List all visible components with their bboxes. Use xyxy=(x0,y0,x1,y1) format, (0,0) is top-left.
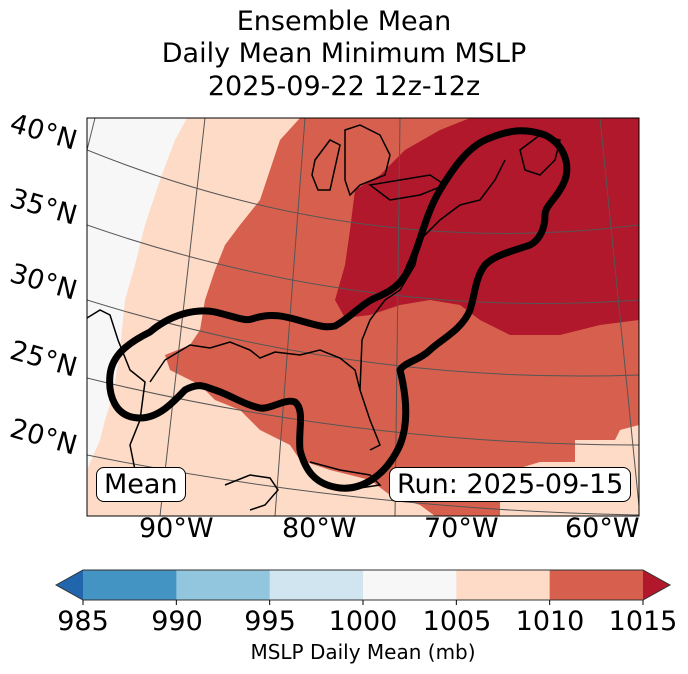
meridian-100 xyxy=(87,118,96,151)
colorbar-segment-1010-1015 xyxy=(549,570,644,600)
field-over-1015 xyxy=(335,118,639,335)
map-area xyxy=(87,118,639,516)
colorbar-tick-1015: 1015 xyxy=(608,606,678,637)
parallel-35 xyxy=(87,224,639,304)
parallel-25 xyxy=(87,377,639,446)
lon-label-60w: 60°W xyxy=(565,513,640,544)
colorbar-tick-1005: 1005 xyxy=(422,606,492,637)
lon-label-80w: 80°W xyxy=(282,513,357,544)
colorbar-segment-990-995 xyxy=(176,570,271,600)
title-line-2: Daily Mean Minimum MSLP xyxy=(161,38,527,69)
colorbar-tick-985: 985 xyxy=(57,606,109,637)
probability-contour xyxy=(106,127,571,492)
parallel-40 xyxy=(87,149,639,234)
meridian-60 xyxy=(599,118,639,512)
colorbar-segment-1000-1005 xyxy=(363,570,457,600)
colorbar-segment-1005-1010 xyxy=(456,570,551,600)
title-line-1: Ensemble Mean xyxy=(236,6,452,37)
colorbar-segment-985-990 xyxy=(83,570,177,600)
colorbar-over-arrow xyxy=(643,570,670,600)
title-line-3: 2025-09-22 12z-12z xyxy=(207,71,481,102)
colorbar xyxy=(54,569,672,605)
colorbar-segment-995-1000 xyxy=(269,570,364,600)
lon-label-70w: 70°W xyxy=(424,513,499,544)
map-frame xyxy=(86,117,640,517)
colorbar-tick-1010: 1010 xyxy=(515,606,585,637)
colorbar-tick-995: 995 xyxy=(244,606,296,637)
lon-label-90w: 90°W xyxy=(139,513,214,544)
colorbar-under-arrow xyxy=(56,570,83,600)
run-date-label-box: Run: 2025-09-15 xyxy=(389,467,632,502)
colorbar-tick-990: 990 xyxy=(151,606,203,637)
colorbar-label: MSLP Daily Mean (mb) xyxy=(250,640,476,664)
colorbar-tick-1000: 1000 xyxy=(328,606,398,637)
mean-label-box: Mean xyxy=(96,467,186,502)
